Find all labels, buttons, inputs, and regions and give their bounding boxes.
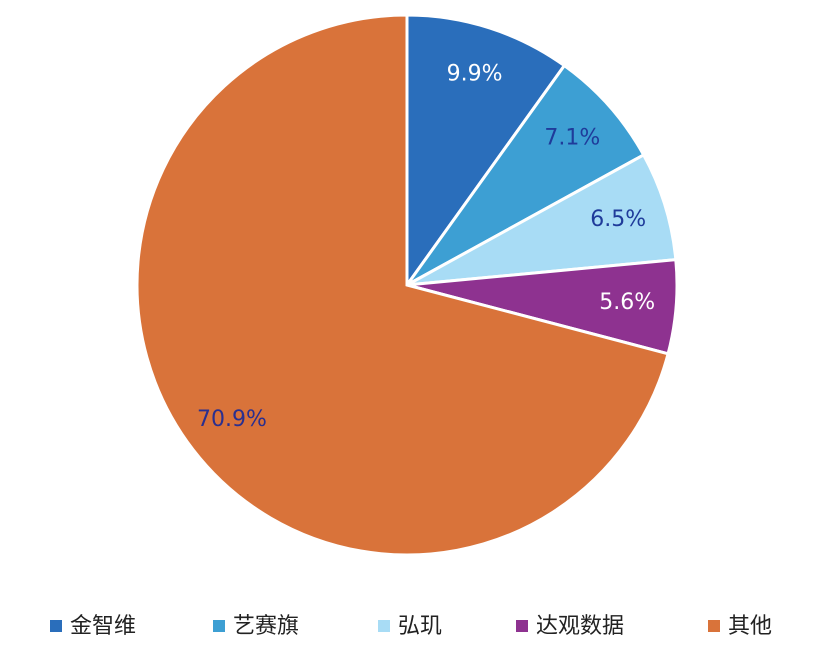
data-label: 6.5%	[590, 207, 646, 232]
data-label: 5.6%	[599, 290, 655, 315]
legend-label: 金智维	[70, 614, 136, 639]
legend-marker	[378, 620, 390, 632]
legend-label: 达观数据	[536, 614, 624, 639]
pie-slice	[405, 63, 646, 287]
legend-marker	[213, 620, 225, 632]
data-label: 70.9%	[197, 407, 267, 432]
pie-slice	[406, 152, 678, 287]
legend-label: 其他	[728, 614, 772, 639]
pie-slice	[135, 13, 670, 557]
pie-slice	[405, 13, 567, 290]
legend-label: 弘玑	[398, 614, 442, 639]
legend-marker	[708, 620, 720, 632]
legend-marker	[50, 620, 62, 632]
legend-marker	[516, 620, 528, 632]
data-label: 7.1%	[544, 125, 600, 150]
data-label: 9.9%	[447, 62, 503, 87]
legend-label: 艺赛旗	[233, 614, 299, 639]
